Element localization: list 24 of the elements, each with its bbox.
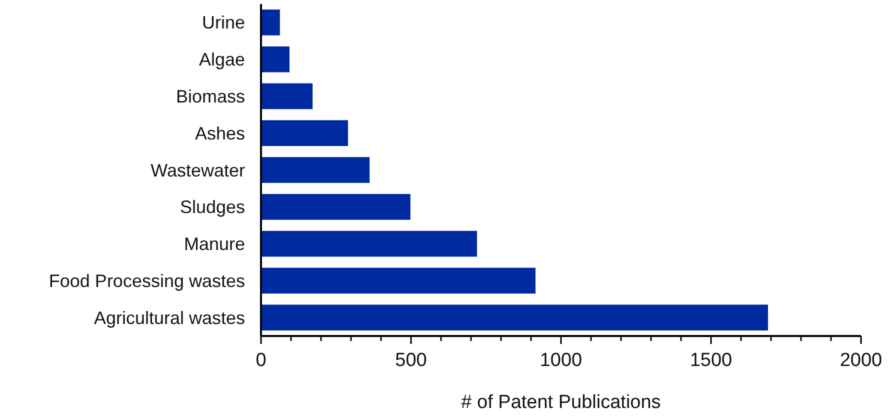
y-tick-label: Biomass [176,86,245,107]
bar [261,157,370,183]
x-tick-label: 500 [395,350,427,371]
y-tick-label: Ashes [194,123,245,144]
y-tick-label: Algae [198,50,245,70]
x-tick-label: 1000 [540,350,582,371]
x-axis-title: # of Patent Publications [461,392,661,413]
bar [261,268,536,294]
y-tick-label: Manure [184,234,245,254]
x-tick-label: 2000 [840,350,882,371]
bar [261,10,280,36]
bar [261,46,290,72]
bar [261,120,348,146]
y-tick-label: Agricultural wastes [94,308,245,328]
y-tick-label: Urine [202,12,245,33]
bar [261,194,410,220]
y-tick-label: Sludges [180,197,245,218]
x-tick-label: 0 [256,350,266,371]
bar [261,304,768,330]
bar [261,83,313,110]
bar [261,230,477,257]
y-tick-label: Wastewater [150,160,246,180]
x-tick-label: 1500 [690,350,732,371]
y-tick-label: Food Processing wastes [48,270,245,291]
